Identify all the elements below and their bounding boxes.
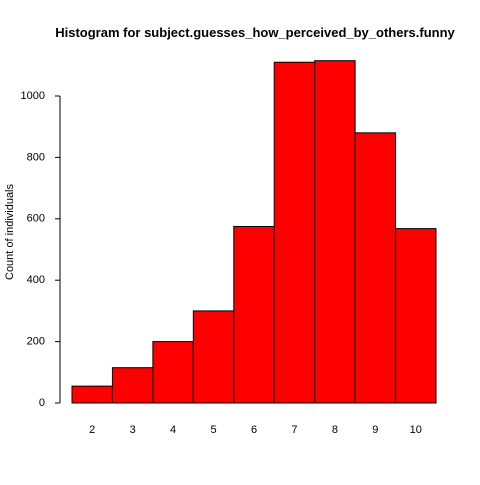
histogram-bar-5 <box>192 310 235 404</box>
x-axis-tick-labels: 2 3 4 5 6 7 8 9 10 <box>89 424 422 436</box>
y-tick-label: 400 <box>27 274 45 286</box>
chart-title: Histogram for subject.guesses_how_percei… <box>55 25 455 40</box>
x-tick-label: 4 <box>170 424 176 436</box>
x-tick-label: 3 <box>130 424 136 436</box>
y-tick-label: 800 <box>27 151 45 163</box>
x-tick-label: 8 <box>332 424 338 436</box>
histogram-bar-4 <box>152 341 194 404</box>
y-tick-label: 0 <box>39 397 45 409</box>
x-tick-label: 10 <box>410 424 422 436</box>
y-axis-label: Count of individuals <box>4 184 16 281</box>
bars-group <box>71 60 437 404</box>
y-tick-label: 600 <box>27 213 45 225</box>
histogram-bar-9 <box>354 132 397 404</box>
histogram-bar-2 <box>71 385 113 404</box>
y-tick-label: 200 <box>27 336 45 348</box>
x-tick-label: 9 <box>372 424 378 436</box>
y-axis: 0 200 400 600 800 1000 <box>21 90 61 409</box>
x-tick-label: 6 <box>251 424 257 436</box>
histogram-bar-8 <box>314 60 356 404</box>
y-tick-label: 1000 <box>21 90 45 102</box>
x-tick-label: 2 <box>89 424 95 436</box>
histogram-bar-10 <box>395 228 437 404</box>
histogram-bar-3 <box>111 367 154 404</box>
histogram-bar-6 <box>233 225 275 404</box>
histogram-bar-7 <box>273 61 316 404</box>
x-tick-label: 5 <box>210 424 216 436</box>
x-tick-label: 7 <box>291 424 297 436</box>
